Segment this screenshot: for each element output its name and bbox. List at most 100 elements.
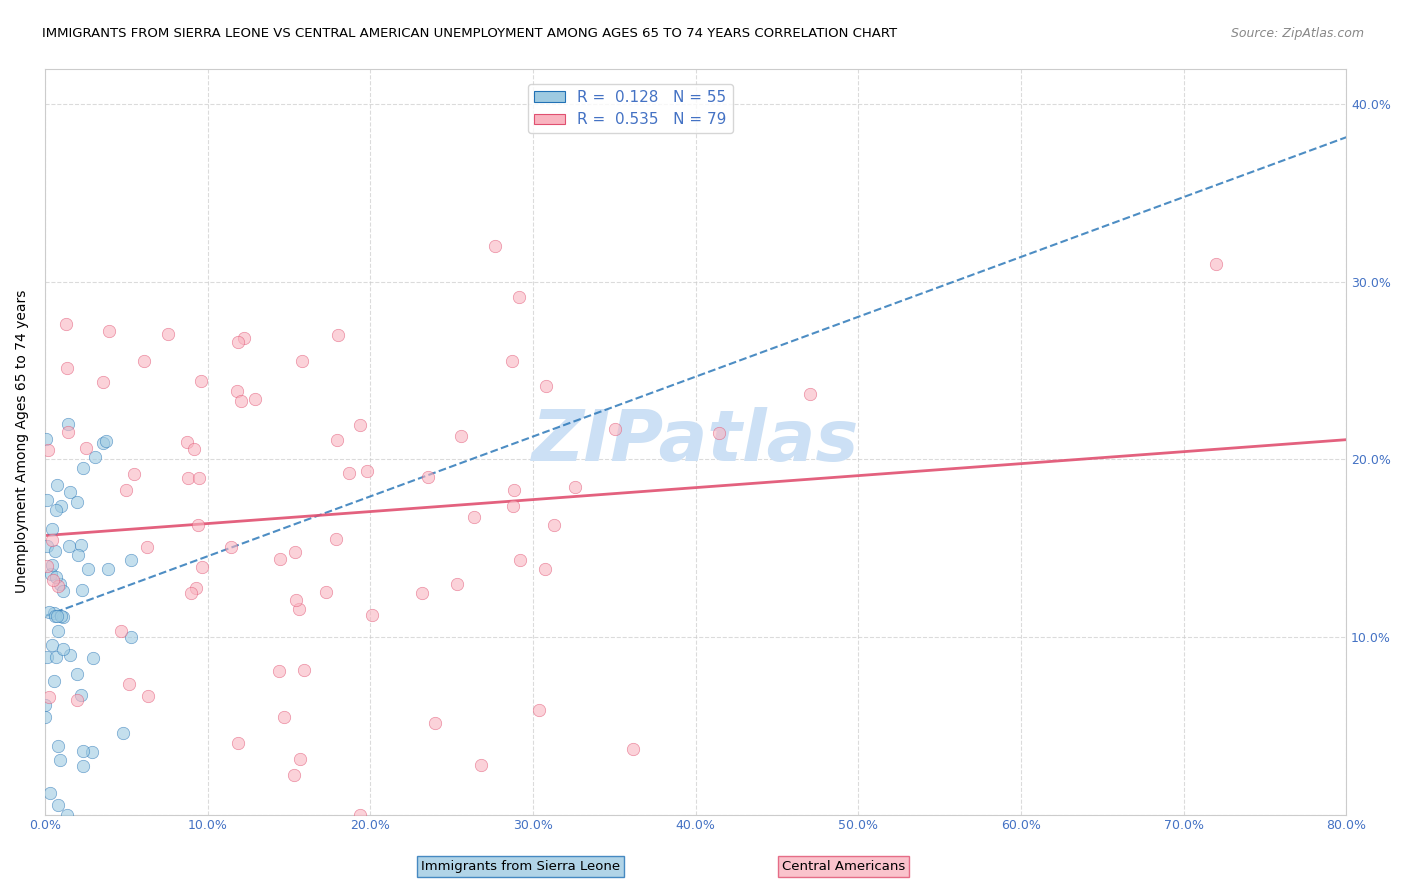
- Point: [35, 539, 58, 553]
- Point: [288, 601, 311, 615]
- Point: [46, 739, 69, 754]
- Point: [44, 608, 66, 623]
- Text: ZIPatlas: ZIPatlas: [531, 407, 859, 476]
- Point: [97, 562, 120, 576]
- Point: [325, 434, 347, 448]
- Point: [93, 376, 115, 390]
- Point: [534, 378, 557, 392]
- Point: [55, 317, 77, 331]
- Point: [52, 642, 75, 657]
- Point: [38, 605, 60, 619]
- Point: [176, 435, 198, 450]
- Point: [509, 553, 531, 567]
- Point: [70, 688, 93, 702]
- Point: [58, 417, 80, 431]
- Point: [446, 577, 468, 591]
- Point: [39, 567, 62, 582]
- Point: [799, 387, 821, 401]
- Point: [501, 354, 523, 368]
- Point: [450, 429, 472, 443]
- Point: [49, 577, 72, 591]
- Point: [120, 553, 142, 567]
- Point: [356, 464, 378, 478]
- Point: [38, 690, 60, 705]
- Point: [226, 334, 249, 349]
- Y-axis label: Unemployment Among Ages 65 to 74 years: Unemployment Among Ages 65 to 74 years: [15, 290, 30, 593]
- Point: [46, 477, 69, 491]
- Point: [67, 548, 90, 562]
- Point: [267, 665, 290, 679]
- Point: [285, 592, 308, 607]
- Point: [273, 710, 295, 724]
- Point: [70, 538, 93, 552]
- Point: [41, 638, 63, 652]
- Point: [72, 744, 94, 758]
- Point: [91, 435, 114, 450]
- Point: [84, 450, 107, 465]
- Point: [284, 545, 307, 559]
- Point: [37, 443, 59, 458]
- Point: [42, 606, 65, 620]
- Point: [72, 758, 94, 772]
- Point: [243, 392, 266, 406]
- Point: [221, 540, 243, 554]
- Point: [177, 471, 200, 485]
- Point: [66, 693, 89, 707]
- Point: [621, 741, 644, 756]
- Point: [52, 609, 75, 624]
- Point: [49, 753, 72, 767]
- Point: [349, 417, 371, 432]
- Point: [502, 483, 524, 497]
- Point: [49, 499, 72, 513]
- Point: [290, 752, 312, 766]
- Point: [187, 517, 209, 532]
- Point: [46, 608, 69, 623]
- Point: [114, 483, 136, 498]
- Point: [46, 624, 69, 638]
- Point: [59, 648, 82, 662]
- Point: [35, 559, 58, 574]
- Point: [290, 353, 312, 368]
- Point: [82, 651, 104, 665]
- Point: [337, 467, 360, 481]
- Point: [502, 499, 524, 513]
- Point: [120, 630, 142, 644]
- Point: [463, 510, 485, 524]
- Point: [328, 328, 350, 343]
- Legend: R =  0.128   N = 55, R =  0.535   N = 79: R = 0.128 N = 55, R = 0.535 N = 79: [529, 84, 733, 134]
- Point: [35, 433, 58, 447]
- Point: [110, 624, 132, 638]
- Point: [82, 745, 104, 759]
- Point: [184, 581, 207, 595]
- Point: [56, 361, 79, 376]
- Point: [58, 539, 80, 553]
- Point: [361, 608, 384, 623]
- Point: [35, 492, 58, 507]
- Point: [136, 540, 159, 554]
- Point: [603, 422, 626, 436]
- Point: [231, 393, 253, 408]
- Point: [136, 690, 159, 704]
- Point: [97, 324, 120, 338]
- Point: [470, 757, 492, 772]
- Point: [42, 673, 65, 688]
- Point: [508, 290, 530, 304]
- Point: [156, 327, 179, 342]
- Point: [411, 585, 433, 599]
- Point: [34, 710, 56, 724]
- Point: [124, 467, 146, 481]
- Point: [70, 583, 93, 598]
- Point: [543, 518, 565, 533]
- Point: [34, 698, 56, 712]
- Point: [51, 609, 73, 624]
- Point: [315, 584, 337, 599]
- Point: [225, 384, 247, 399]
- Point: [59, 484, 82, 499]
- Point: [527, 703, 550, 717]
- Point: [38, 786, 60, 800]
- Point: [269, 552, 291, 566]
- Point: [416, 470, 439, 484]
- Point: [134, 354, 156, 368]
- Text: Immigrants from Sierra Leone: Immigrants from Sierra Leone: [420, 860, 620, 872]
- Point: [94, 434, 117, 448]
